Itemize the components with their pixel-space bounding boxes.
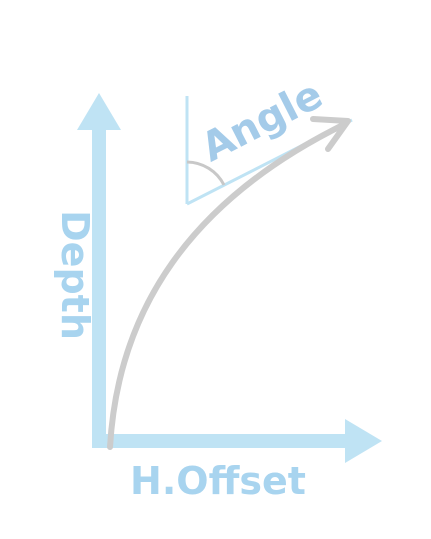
h-offset-axis-shaft xyxy=(92,434,354,448)
depth-axis xyxy=(77,93,121,448)
angle-arc xyxy=(186,160,226,186)
angle-label: Angle xyxy=(194,72,330,172)
well-path xyxy=(107,116,351,450)
depth-label: Depth xyxy=(53,210,97,340)
depth-axis-shaft xyxy=(92,122,106,448)
h-offset-label: H.Offset xyxy=(130,459,306,503)
h-offset-axis-arrowhead xyxy=(345,419,382,463)
depth-axis-arrowhead xyxy=(77,93,121,130)
well-path-arrowhead xyxy=(310,116,351,152)
h-offset-axis xyxy=(92,419,382,463)
well-path-curve xyxy=(107,121,348,450)
